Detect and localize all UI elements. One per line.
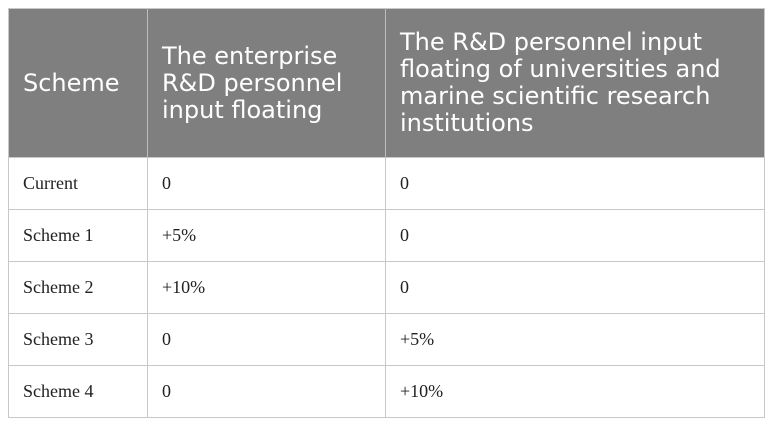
cell-scheme: Current <box>8 157 148 210</box>
scheme-table: Scheme The enterprise R&D personnel inpu… <box>8 8 765 418</box>
header-universities-input: The R&D personnel input floating of univ… <box>385 8 765 158</box>
cell-enterprise: 0 <box>147 157 386 210</box>
cell-scheme: Scheme 4 <box>8 365 148 418</box>
table-row: Scheme 4 0 +10% <box>8 365 765 418</box>
cell-universities: 0 <box>385 157 765 210</box>
cell-scheme: Scheme 1 <box>8 209 148 262</box>
cell-scheme: Scheme 3 <box>8 313 148 366</box>
cell-universities: +10% <box>385 365 765 418</box>
table-header: Scheme The enterprise R&D personnel inpu… <box>8 8 765 158</box>
cell-universities: +5% <box>385 313 765 366</box>
table-row: Scheme 3 0 +5% <box>8 313 765 366</box>
table-row: Current 0 0 <box>8 157 765 210</box>
header-enterprise-input: The enterprise R&D personnel input float… <box>147 8 386 158</box>
cell-universities: 0 <box>385 261 765 314</box>
cell-scheme: Scheme 2 <box>8 261 148 314</box>
cell-enterprise: 0 <box>147 313 386 366</box>
header-row: Scheme The enterprise R&D personnel inpu… <box>8 8 765 158</box>
cell-enterprise: +5% <box>147 209 386 262</box>
table-row: Scheme 2 +10% 0 <box>8 261 765 314</box>
table-row: Scheme 1 +5% 0 <box>8 209 765 262</box>
header-scheme: Scheme <box>8 8 148 158</box>
cell-enterprise: +10% <box>147 261 386 314</box>
cell-enterprise: 0 <box>147 365 386 418</box>
cell-universities: 0 <box>385 209 765 262</box>
table-body: Current 0 0 Scheme 1 +5% 0 Scheme 2 +10%… <box>8 157 765 418</box>
